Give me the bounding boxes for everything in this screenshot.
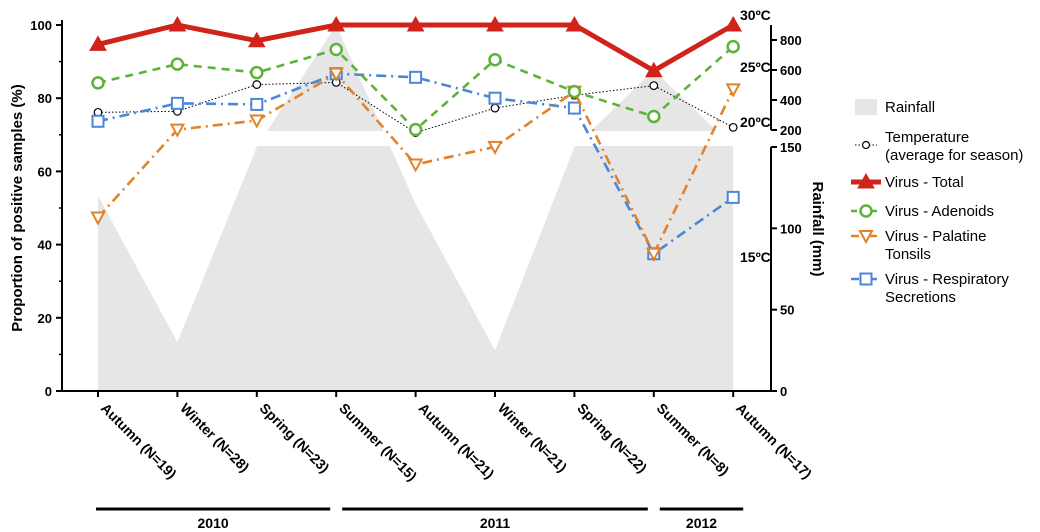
temperature-point bbox=[728, 122, 738, 132]
x-category-label: Autumn (N=17) bbox=[733, 400, 815, 482]
series-point bbox=[329, 42, 343, 57]
temperature-scale-label: 15ºC bbox=[740, 249, 771, 265]
virus-series-layer bbox=[89, 15, 743, 262]
series-point bbox=[726, 39, 740, 54]
series-line bbox=[97, 22, 735, 74]
series-point bbox=[488, 91, 502, 105]
x-category-label: Autumn (N=19) bbox=[98, 400, 180, 482]
y-axis-title: Proportion of positive samples (%) bbox=[9, 84, 26, 332]
y-tick-label: 20 bbox=[38, 311, 52, 326]
temperature-scale-label: 30ºC bbox=[740, 7, 771, 23]
y-tick-label: 80 bbox=[38, 91, 52, 106]
series-point bbox=[408, 122, 423, 137]
x-category-label: Autumn (N=21) bbox=[415, 400, 497, 482]
rain-tick-label: 150 bbox=[780, 140, 802, 155]
legend-series-marker bbox=[859, 204, 873, 218]
series-point bbox=[327, 15, 346, 32]
legend-series-label: Virus - Total bbox=[885, 174, 964, 191]
series-point bbox=[565, 15, 584, 32]
temperature-point bbox=[649, 81, 659, 91]
series-point bbox=[169, 123, 186, 138]
temperature-scale-label: 25ºC bbox=[740, 59, 771, 75]
legend-series-label: Virus - Respiratory Secretions bbox=[885, 271, 1009, 306]
y-tick-label: 40 bbox=[38, 238, 52, 253]
series-point bbox=[725, 83, 741, 98]
series-point bbox=[488, 53, 502, 67]
series-point bbox=[170, 57, 185, 71]
series-point bbox=[90, 211, 106, 226]
rain-tick-label: 100 bbox=[780, 221, 802, 236]
x-category-labels: Autumn (N=19)Winter (N=28) Spring (N=23) S… bbox=[98, 400, 815, 484]
y-tick-label: 60 bbox=[38, 164, 52, 179]
rain-upper-tick-label: 400 bbox=[780, 93, 802, 108]
rain-upper-tick-label: 200 bbox=[780, 123, 802, 138]
series-point bbox=[91, 114, 105, 128]
x-category-label: Winter (N=21) bbox=[495, 400, 570, 475]
series-point bbox=[406, 15, 425, 32]
rain-tick-label: 50 bbox=[780, 303, 794, 318]
series-point bbox=[567, 84, 582, 99]
legend-series-marker bbox=[857, 172, 875, 189]
series-point bbox=[644, 61, 663, 78]
series-point bbox=[328, 67, 344, 82]
year-label: 2010 bbox=[198, 515, 229, 531]
legend-series-label: Virus - Palatine Tonsils bbox=[885, 228, 986, 263]
legend-series-marker bbox=[858, 230, 874, 245]
rainfall-area-layer bbox=[63, 25, 770, 391]
legend-series-marker bbox=[859, 272, 873, 286]
series-point bbox=[250, 97, 264, 111]
x-category-label: Summer (N=15) bbox=[336, 400, 420, 484]
series-point bbox=[487, 140, 503, 155]
y-tick-label: 0 bbox=[45, 384, 52, 399]
legend: Rainfall Temperature (average for season) V… bbox=[851, 99, 1023, 306]
series-point bbox=[726, 190, 740, 204]
rainfall-area bbox=[98, 25, 734, 391]
series-point bbox=[89, 35, 107, 51]
legend-series-label: Virus - Adenoids bbox=[885, 203, 994, 220]
legend-rainfall-swatch bbox=[855, 99, 877, 115]
rain-upper-tick-label: 600 bbox=[780, 63, 802, 78]
x-category-label: Spring (N=22) bbox=[574, 400, 650, 476]
series-virus---adenoids bbox=[91, 39, 740, 137]
temperature-point bbox=[252, 80, 262, 89]
temperature-point bbox=[490, 103, 500, 113]
x-category-label: Spring (N=23) bbox=[257, 400, 333, 476]
axes-layer: 0 20 40 60 80 100 0 50 100 150 200 400 600 800 Proport… bbox=[9, 7, 826, 399]
rain-upper-tick-label: 800 bbox=[780, 33, 802, 48]
temperature-scale-label: 20ºC bbox=[740, 114, 771, 130]
series-point bbox=[250, 65, 264, 80]
series-point bbox=[724, 15, 743, 32]
series-point bbox=[486, 15, 504, 32]
year-label: 2011 bbox=[480, 515, 511, 531]
series-point bbox=[249, 114, 265, 129]
rainfall-axis-break-band bbox=[63, 131, 770, 146]
year-label: 2012 bbox=[686, 515, 717, 531]
series-point bbox=[247, 31, 266, 48]
series-point bbox=[646, 247, 662, 262]
x-category-label: Winter (N=28) bbox=[177, 400, 252, 475]
series-point bbox=[567, 101, 581, 115]
legend-rainfall-label: Rainfall bbox=[885, 99, 935, 116]
rainfall-axis-title: Rainfall (mm) bbox=[809, 181, 826, 276]
rain-tick-label: 0 bbox=[780, 384, 787, 399]
series-point bbox=[168, 15, 187, 32]
year-bars: 2010 2011 2012 bbox=[96, 507, 744, 531]
series-point bbox=[91, 76, 105, 90]
series-point bbox=[647, 109, 661, 124]
series-line bbox=[97, 72, 734, 256]
legend-temperature-label: Temperature (average for season) bbox=[885, 129, 1023, 164]
series-point bbox=[170, 96, 184, 110]
series-point bbox=[407, 158, 424, 173]
series-point bbox=[409, 70, 423, 84]
x-category-label: Summer (N=8) bbox=[654, 400, 733, 479]
y-tick-label: 100 bbox=[30, 18, 52, 33]
series-virus---total bbox=[89, 15, 743, 78]
legend-temperature-marker bbox=[861, 140, 871, 150]
